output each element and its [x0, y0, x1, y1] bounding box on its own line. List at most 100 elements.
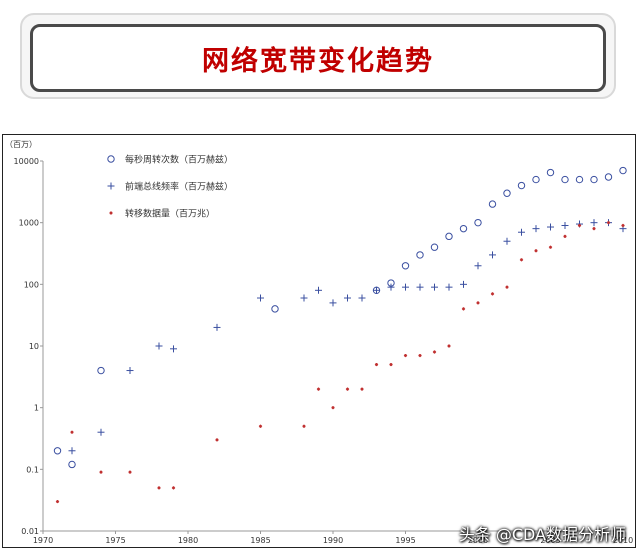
- y-tick-label: 100: [24, 280, 39, 289]
- bandwidth-trend-chart: （百万） 0.01 0.1 1 10 100 1000 10000 1970 1975 1980…: [5, 140, 633, 545]
- marker-stroke: [56, 500, 59, 503]
- data-point-plus: [126, 367, 134, 375]
- x-tick-label: 2010: [613, 536, 633, 545]
- data-point-circle: [561, 175, 569, 184]
- marker-stroke: [360, 387, 364, 391]
- data-point-circle: [474, 218, 482, 227]
- data-point-star: [519, 258, 524, 262]
- data-point-star: [476, 301, 480, 305]
- x-tick-label: 1990: [323, 536, 343, 545]
- marker-stroke: [404, 354, 407, 357]
- data-point-plus: [344, 294, 351, 302]
- data-point-plus: [561, 221, 569, 229]
- marker-stroke: [259, 424, 262, 428]
- data-point-circle: [416, 251, 424, 259]
- data-point-star: [418, 353, 422, 358]
- data-point-plus: [387, 283, 395, 291]
- data-points: [53, 166, 627, 504]
- y-axis-unit-label: （百万）: [5, 140, 37, 149]
- data-point-plus: [402, 283, 409, 291]
- data-point-circle: [619, 166, 627, 175]
- data-point-circle: [68, 460, 76, 469]
- y-tick-label: 10000: [14, 157, 39, 166]
- y-axis-ticks: 0.01 0.1 1 10 100 1000 10000: [14, 157, 43, 536]
- marker-stroke: [331, 406, 335, 410]
- data-point-plus: [445, 283, 453, 291]
- legend-label: 转移数据量（百万兆）: [125, 208, 215, 220]
- data-point-star: [621, 223, 625, 228]
- data-point-star: [606, 221, 611, 225]
- data-point-plus: [518, 228, 525, 236]
- data-point-circle: [97, 366, 105, 375]
- legend-label: 每秒周转次数（百万赫兹）: [125, 154, 233, 166]
- data-point-star: [345, 387, 350, 391]
- data-point-star: [374, 362, 379, 367]
- data-point-circle: [401, 262, 410, 270]
- data-point-star: [447, 344, 451, 348]
- series-1: [53, 166, 627, 469]
- data-point-plus: [431, 283, 438, 291]
- data-point-star: [302, 424, 306, 428]
- data-point-star: [461, 307, 466, 311]
- data-point-plus: [68, 447, 76, 455]
- data-point-star: [403, 353, 408, 358]
- data-point-plus: [532, 225, 540, 233]
- data-point-star: [171, 486, 176, 490]
- data-point-circle: [430, 243, 439, 251]
- data-point-star: [128, 470, 132, 474]
- marker-stroke: [607, 221, 610, 225]
- data-point-star: [316, 387, 321, 391]
- marker-stroke: [433, 350, 436, 354]
- marker-stroke: [534, 249, 538, 253]
- marker-stroke: [109, 211, 113, 215]
- legend-marker-circle: [107, 155, 115, 163]
- marker-stroke: [346, 387, 349, 391]
- marker-stroke: [128, 470, 132, 474]
- data-point-plus: [503, 237, 511, 245]
- data-point-plus: [416, 283, 424, 291]
- data-point-star: [360, 387, 364, 391]
- marker-stroke: [99, 470, 103, 474]
- data-point-circle: [445, 232, 453, 241]
- data-point-circle: [590, 175, 598, 184]
- y-tick-label: 1000: [19, 219, 39, 228]
- marker-stroke: [549, 245, 552, 249]
- title-banner: 网络宽带变化趋势: [30, 24, 606, 92]
- data-point-circle: [532, 175, 540, 184]
- data-point-star: [432, 350, 437, 354]
- marker-stroke: [317, 387, 320, 391]
- legend-label: 前端总线频率（百万赫兹）: [125, 181, 233, 193]
- data-point-circle: [546, 168, 555, 177]
- y-tick-label: 0.01: [21, 527, 39, 536]
- marker-stroke: [172, 486, 175, 490]
- marker-stroke: [389, 363, 393, 366]
- data-point-star: [157, 486, 161, 490]
- x-tick-label: 2000: [468, 536, 488, 545]
- data-point-plus: [547, 223, 554, 231]
- x-tick-label: 1985: [250, 536, 270, 545]
- marker-stroke: [462, 307, 465, 311]
- data-point-star: [215, 438, 219, 442]
- data-point-circle: [53, 447, 62, 455]
- data-point-star: [548, 245, 553, 249]
- x-tick-label: 1980: [178, 536, 198, 545]
- data-point-plus: [213, 323, 221, 331]
- data-point-circle: [604, 173, 613, 181]
- marker-stroke: [70, 430, 74, 434]
- data-point-plus: [474, 262, 482, 270]
- legend-marker-star: [109, 211, 113, 215]
- data-point-plus: [155, 342, 163, 350]
- data-point-star: [258, 424, 263, 428]
- marker-stroke: [621, 224, 625, 227]
- data-point-plus: [373, 286, 380, 294]
- marker-stroke: [520, 258, 523, 262]
- marker-stroke: [302, 424, 306, 428]
- data-point-plus: [489, 251, 496, 259]
- data-point-star: [563, 234, 567, 238]
- data-point-plus: [97, 428, 105, 436]
- series-2: [68, 219, 627, 455]
- data-point-star: [389, 362, 393, 367]
- data-point-star: [577, 223, 582, 228]
- data-point-star: [331, 406, 335, 410]
- data-point-circle: [488, 200, 497, 208]
